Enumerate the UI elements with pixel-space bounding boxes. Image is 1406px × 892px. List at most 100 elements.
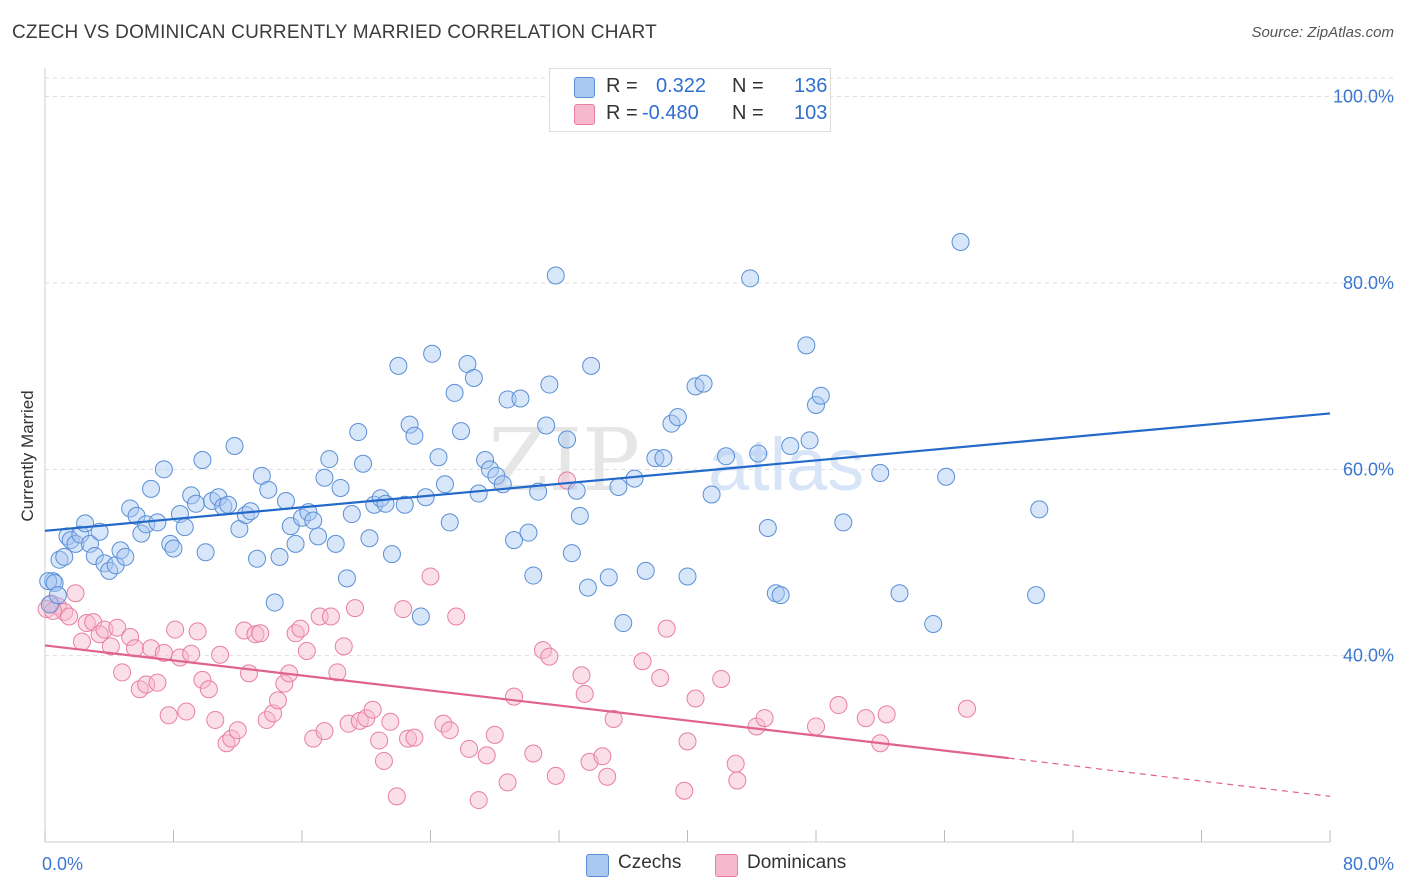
dominican-point: [339, 714, 358, 733]
dominican-point: [346, 599, 365, 618]
dominican-point: [60, 607, 79, 626]
czech-point: [614, 614, 633, 633]
dominican-point: [321, 607, 340, 626]
legend-n-label: N =: [732, 102, 764, 124]
czech-point: [440, 513, 459, 532]
czech-point: [276, 491, 295, 510]
dominican-point: [113, 663, 132, 682]
dominican-point: [657, 619, 676, 638]
czech-point: [636, 561, 655, 580]
dominican-point: [434, 714, 453, 733]
czech-point: [498, 390, 517, 409]
czech-point: [371, 489, 390, 508]
czech-point: [511, 389, 530, 408]
czech-point: [411, 607, 430, 626]
dominican-point: [166, 620, 185, 639]
dominican-point: [394, 600, 413, 619]
czech-point: [834, 513, 853, 532]
watermark-atlas: atlas: [708, 423, 864, 506]
dominican-point: [159, 706, 178, 725]
czech-point: [524, 566, 543, 585]
legend-r-label: R =: [606, 75, 638, 97]
czech-point: [578, 578, 597, 597]
dominican-point: [211, 645, 230, 664]
legend-swatch-dominicans: [574, 104, 595, 125]
legend-swatch-czechs: [574, 77, 595, 98]
dominican-point: [533, 641, 552, 660]
dominican-point: [304, 729, 323, 748]
dominican-point: [291, 619, 310, 638]
chart-title: CZECH VS DOMINICAN CURRENTLY MARRIED COR…: [12, 22, 657, 43]
dominican-point: [399, 729, 418, 748]
czech-point: [452, 422, 471, 441]
dominican-point: [334, 637, 353, 656]
dominican-point: [598, 767, 617, 786]
czech-point: [537, 416, 556, 435]
czech-point: [567, 481, 586, 500]
czech-point: [924, 614, 943, 633]
dominican-point: [177, 702, 196, 721]
dominican-point: [199, 680, 218, 699]
czech-point: [395, 495, 414, 514]
dominican-point: [447, 607, 466, 626]
czech-trend-line: [44, 412, 1331, 532]
dominican-point: [460, 739, 479, 758]
czech-point: [771, 586, 790, 605]
dominican-point: [297, 642, 316, 660]
dominican-point: [807, 717, 825, 736]
czech-point: [558, 430, 577, 449]
dominican-point: [728, 771, 747, 790]
bottom-legend-label: Czechs: [618, 852, 682, 873]
czech-point: [50, 550, 69, 569]
czech-point: [758, 519, 777, 538]
czech-point: [435, 475, 454, 494]
czech-point: [193, 451, 212, 469]
czech-point: [429, 448, 448, 467]
czech-point: [694, 374, 713, 393]
czech-point: [741, 269, 760, 288]
czech-point: [85, 546, 104, 565]
dominican-point: [469, 791, 488, 810]
czech-point: [304, 511, 323, 530]
legend-r-value: 0.322: [656, 75, 707, 97]
dominican-point: [370, 731, 389, 750]
czech-point: [376, 494, 395, 513]
czech-point: [469, 484, 488, 503]
czech-point: [45, 573, 64, 592]
dominican-point: [374, 751, 393, 770]
dominican-point: [108, 618, 127, 637]
czech-point: [1027, 586, 1046, 605]
dominican-point: [257, 710, 276, 729]
dominican-point: [72, 632, 91, 651]
dominican-point: [315, 722, 334, 741]
czech-point: [309, 527, 328, 546]
czech-point: [389, 356, 408, 375]
czech-point: [360, 529, 379, 548]
dominican-point: [829, 696, 848, 715]
czech-point: [209, 488, 228, 507]
czech-point: [236, 505, 255, 524]
dominican-point: [505, 687, 524, 706]
dominican-point: [604, 710, 623, 729]
dominican-point: [477, 746, 496, 765]
czech-point: [142, 479, 161, 498]
czech-point: [811, 386, 830, 405]
czech-point: [570, 506, 589, 525]
czech-point: [116, 547, 135, 566]
x-tick-label: 80.0%: [1343, 854, 1394, 874]
czech-point: [121, 499, 140, 518]
dominican-point: [651, 669, 670, 688]
czech-point: [148, 513, 167, 532]
czech-point: [315, 468, 334, 487]
czech-point: [749, 444, 768, 463]
dominican-point: [130, 680, 149, 699]
czech-point: [464, 369, 483, 388]
dominican-point: [593, 747, 612, 766]
dominican-point: [546, 766, 565, 785]
dominican-point: [485, 725, 504, 744]
dominican-point: [148, 673, 167, 692]
czech-point: [66, 534, 85, 553]
dominican-point: [524, 744, 543, 763]
bottom-legend-swatch-czechs: [586, 854, 609, 877]
dominican-point: [877, 705, 896, 724]
